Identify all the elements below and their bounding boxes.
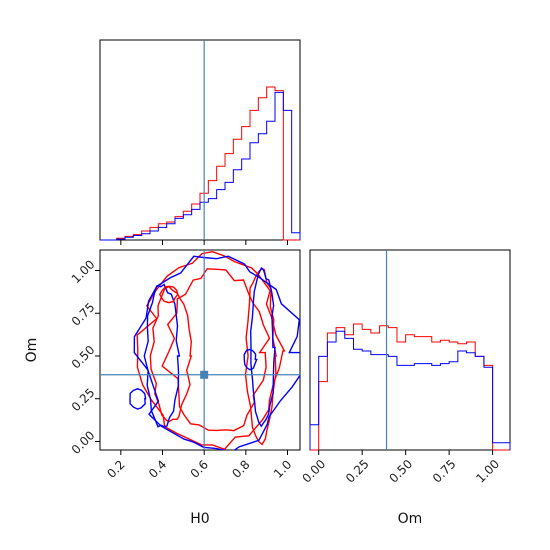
om-x-tick-label-3: 0.75 bbox=[430, 457, 459, 486]
h0-histogram-series-2 bbox=[100, 91, 301, 241]
y-axis-label-om: Om bbox=[24, 338, 40, 363]
om-histogram-frame bbox=[309, 249, 511, 451]
x-axis-label-om: Om bbox=[398, 511, 423, 527]
om-x-tick-label-2: 0.50 bbox=[386, 457, 415, 486]
x-axis-label-h0: H0 bbox=[190, 511, 209, 527]
contour-level-3 bbox=[149, 285, 193, 423]
contour-level-7 bbox=[249, 266, 276, 428]
om-histogram-series-2 bbox=[309, 330, 511, 450]
h0-histogram bbox=[100, 40, 301, 245]
contour-level-1 bbox=[136, 250, 286, 450]
contour-y-tick-label-0: 0.00 bbox=[69, 428, 98, 457]
om-x-tick-label-4: 1.00 bbox=[473, 457, 502, 486]
h0-histogram-frame bbox=[99, 39, 301, 241]
contour-x-tick-label-0: 0.2 bbox=[104, 457, 127, 480]
contour-y-tick-label-1: 0.25 bbox=[69, 385, 98, 414]
om-histogram-series-1 bbox=[310, 323, 510, 451]
contour-level-2 bbox=[161, 268, 271, 432]
contour-level-8 bbox=[129, 388, 147, 410]
contour-y-tick-label-2: 0.50 bbox=[69, 343, 98, 372]
contour-level-9 bbox=[158, 285, 179, 304]
om-x-tick-label-0: 0.00 bbox=[299, 457, 328, 486]
om-x-tick-label-1: 0.25 bbox=[343, 457, 372, 486]
contour-level-10 bbox=[243, 348, 258, 371]
contour-level-5 bbox=[133, 255, 300, 450]
contour-truth-marker bbox=[200, 370, 209, 379]
contour-x-tick-label-4: 1.0 bbox=[271, 457, 294, 480]
h0-om-contour-frame bbox=[99, 249, 301, 451]
contour-y-tick-label-4: 1.00 bbox=[69, 257, 98, 286]
contour-x-tick-label-2: 0.6 bbox=[188, 457, 211, 480]
contour-x-tick-label-1: 0.4 bbox=[146, 457, 169, 480]
contour-level-6 bbox=[143, 283, 181, 428]
contour-y-tick-label-3: 0.75 bbox=[69, 300, 98, 329]
contour-level-4 bbox=[244, 267, 277, 446]
h0-histogram-series-1 bbox=[100, 86, 300, 241]
h0-om-contour: 0.2 0.4 0.6 0.8 1.0 0.00 0.25 0.50 0.75 1.00 bbox=[69, 250, 300, 481]
contour-x-tick-label-3: 0.8 bbox=[229, 457, 252, 480]
